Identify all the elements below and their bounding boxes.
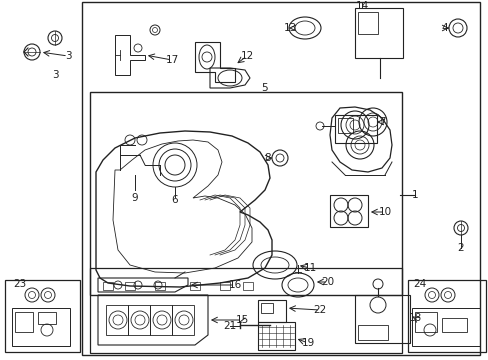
Text: 6: 6 bbox=[171, 195, 178, 205]
Bar bbox=[82, 2, 479, 355]
Bar bbox=[414, 312, 436, 332]
Bar bbox=[128, 305, 150, 335]
Bar bbox=[172, 305, 194, 335]
Bar bbox=[357, 325, 387, 340]
Text: 15: 15 bbox=[235, 315, 248, 325]
Text: 3: 3 bbox=[64, 51, 71, 61]
Bar bbox=[354, 295, 409, 343]
Bar bbox=[441, 318, 466, 332]
Text: 20: 20 bbox=[321, 277, 334, 287]
Bar bbox=[15, 312, 33, 332]
Text: 2: 2 bbox=[457, 243, 464, 253]
Text: 4: 4 bbox=[441, 23, 447, 33]
Text: 19: 19 bbox=[301, 338, 314, 348]
Text: 13: 13 bbox=[283, 23, 296, 33]
Text: 16: 16 bbox=[228, 280, 241, 290]
Text: 22: 22 bbox=[313, 305, 326, 315]
Text: 18: 18 bbox=[407, 313, 421, 323]
Bar bbox=[258, 300, 285, 322]
Text: 10: 10 bbox=[378, 207, 391, 217]
Bar bbox=[12, 308, 70, 346]
Bar bbox=[38, 312, 56, 324]
Bar bbox=[261, 303, 272, 313]
Bar bbox=[329, 195, 367, 227]
Bar bbox=[357, 12, 377, 34]
Bar bbox=[155, 282, 164, 290]
Text: 1: 1 bbox=[411, 190, 417, 200]
Text: 3: 3 bbox=[52, 70, 58, 80]
Bar bbox=[190, 282, 200, 290]
Text: 11: 11 bbox=[303, 263, 316, 273]
Text: 21: 21 bbox=[223, 321, 236, 331]
Text: 8: 8 bbox=[264, 153, 271, 163]
Bar bbox=[354, 8, 402, 58]
Text: 14: 14 bbox=[355, 1, 368, 11]
Bar bbox=[125, 282, 135, 290]
Bar bbox=[106, 305, 128, 335]
Bar bbox=[220, 282, 229, 290]
Text: 24: 24 bbox=[412, 279, 426, 289]
Bar bbox=[90, 268, 401, 353]
Text: 7: 7 bbox=[378, 117, 385, 127]
Text: 17: 17 bbox=[165, 55, 178, 65]
Text: 12: 12 bbox=[240, 51, 253, 61]
Bar bbox=[103, 282, 113, 290]
Bar bbox=[334, 115, 376, 143]
Bar bbox=[411, 308, 479, 346]
Bar bbox=[337, 118, 352, 133]
Bar bbox=[243, 282, 252, 290]
Bar bbox=[407, 280, 485, 352]
Text: 23: 23 bbox=[13, 279, 26, 289]
Bar bbox=[90, 92, 401, 295]
Text: 9: 9 bbox=[131, 193, 138, 203]
Text: 5: 5 bbox=[261, 83, 268, 93]
Bar bbox=[150, 305, 172, 335]
Bar bbox=[5, 280, 80, 352]
